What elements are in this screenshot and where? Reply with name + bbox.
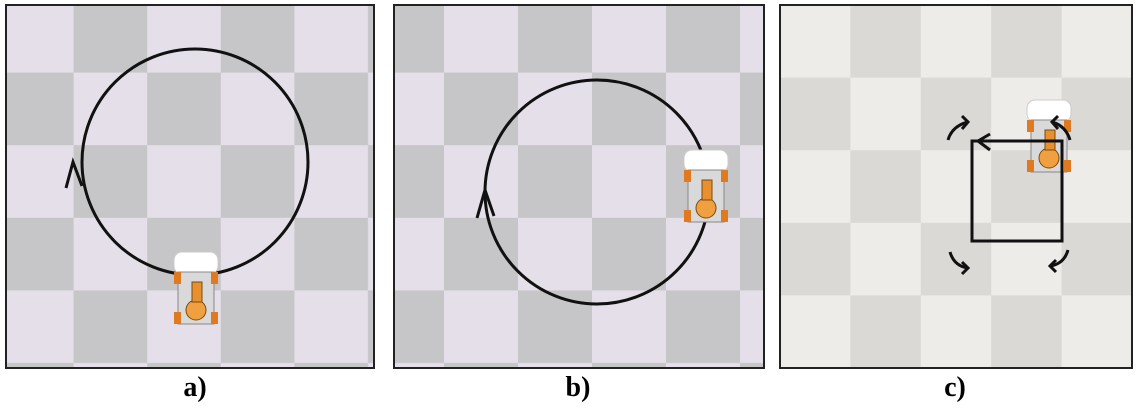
robot	[1026, 99, 1072, 173]
robot	[173, 251, 219, 325]
panel-label: a)	[183, 372, 206, 403]
panel-b: b)	[393, 4, 765, 403]
panel-c: c)	[779, 4, 1133, 403]
panel-a: a)	[5, 4, 375, 403]
checkerboard	[779, 4, 1133, 369]
panel-label: b)	[566, 372, 591, 403]
turn-arrows	[946, 114, 1072, 276]
robot	[683, 149, 729, 223]
panel-label: c)	[944, 372, 966, 403]
direction-arrow	[64, 157, 84, 189]
direction-arrow	[475, 185, 496, 219]
direction-arrow	[977, 132, 991, 152]
square-path	[970, 139, 1064, 243]
